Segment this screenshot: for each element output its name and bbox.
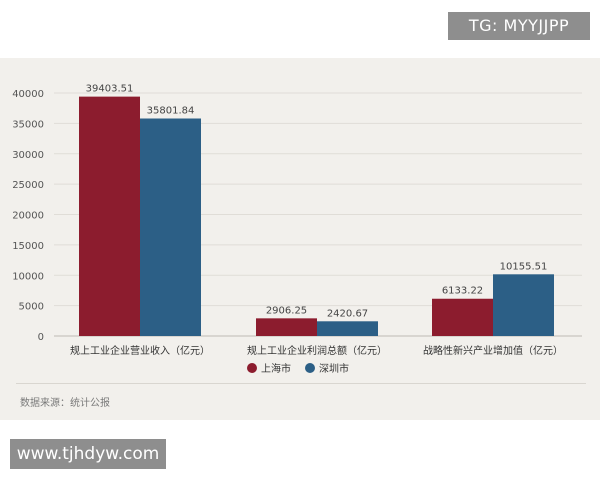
y-tick-label: 20000 [12,211,44,222]
bar-shenzhen [493,274,554,336]
bar-shanghai [79,96,140,336]
y-tick-label: 15000 [12,241,44,252]
y-tick-label: 0 [38,332,44,343]
y-tick-label: 5000 [19,302,44,313]
x-tick-label: 规上工业企业营业收入（亿元） [70,344,210,357]
y-tick-label: 30000 [12,150,44,161]
data-label: 2906.25 [266,305,307,316]
y-tick-label: 10000 [12,271,44,282]
data-label: 6133.22 [442,286,483,297]
legend-label: 上海市 [261,362,291,375]
divider [16,383,586,384]
y-tick-label: 25000 [12,180,44,191]
x-tick-label: 战略性新兴产业增加值（亿元） [423,344,563,357]
legend-marker [305,363,315,373]
watermark-url: www.tjhdyw.com [10,439,166,469]
data-label: 39403.51 [86,84,134,95]
chart-panel: 0 5000 10000 15000 20000 25000 30000 35000 40000… [0,58,600,420]
data-label: 35801.84 [147,106,195,117]
y-tick-label: 35000 [12,119,44,130]
legend-label: 深圳市 [319,362,349,375]
watermark-tg: TG: MYYJJPP [448,12,590,40]
bar-shenzhen [140,118,201,337]
data-label: 2420.67 [327,308,368,319]
source-note: 数据来源：统计公报 [20,398,110,409]
bar-shanghai [432,298,493,336]
bar-chart: 0 5000 10000 15000 20000 25000 30000 35000 40000… [12,84,582,375]
y-tick-label: 40000 [12,89,44,100]
bar-shanghai [256,318,317,336]
data-label: 10155.51 [500,261,548,272]
bar-shenzhen [317,321,378,336]
x-tick-label: 规上工业企业利润总额（亿元） [247,344,387,357]
legend-marker [247,363,257,373]
